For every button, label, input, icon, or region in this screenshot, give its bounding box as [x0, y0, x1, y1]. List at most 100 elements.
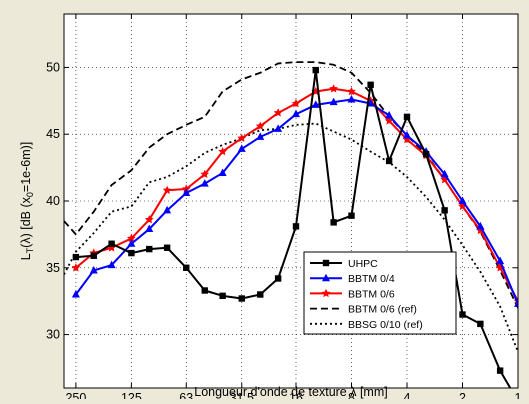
data-point — [182, 188, 191, 196]
y-axis-label-sub1: T — [25, 247, 35, 253]
x-axis-label: Longueur d'onde de texture λ [mm] — [194, 385, 387, 399]
y-tick-label: 35 — [46, 261, 60, 275]
data-point — [458, 201, 467, 211]
data-point — [422, 151, 430, 158]
data-point — [459, 311, 466, 318]
data-point — [458, 196, 467, 204]
data-point — [256, 132, 265, 140]
data-point — [385, 157, 393, 165]
data-point — [330, 219, 337, 226]
legend-item: BBTM 0/6 — [310, 288, 395, 300]
data-point — [163, 205, 172, 214]
legend-item: BBSG 0/10 (ref) — [310, 319, 423, 331]
data-point — [163, 244, 171, 251]
data-point — [385, 111, 394, 119]
data-point — [402, 134, 412, 144]
legend-item: UHPC — [310, 258, 378, 270]
legend: UHPC BBTM 0/4 BBTM 0/6 BBTM 0/6 (ref) BBSG 0… — [303, 251, 457, 335]
data-point — [71, 263, 81, 272]
data-point — [72, 253, 80, 261]
data-point — [89, 265, 98, 274]
data-point — [255, 121, 265, 130]
data-point — [440, 175, 450, 184]
data-point — [274, 275, 282, 282]
series-line — [64, 122, 518, 353]
data-point — [273, 108, 283, 117]
data-point — [200, 169, 210, 179]
legend-label: BBTM 0/6 (ref) — [348, 304, 417, 316]
data-point — [496, 256, 505, 265]
data-point — [90, 252, 97, 259]
data-point — [274, 124, 283, 132]
y-axis-label-main: L — [19, 253, 33, 260]
data-point — [127, 233, 136, 243]
data-point — [238, 295, 245, 302]
data-point — [476, 221, 485, 230]
data-point — [477, 320, 484, 328]
x-tick-label: 125 — [121, 391, 142, 399]
data-point — [237, 144, 246, 152]
data-point — [347, 86, 356, 96]
data-point — [257, 291, 264, 298]
data-point — [348, 212, 355, 219]
data-point — [219, 292, 226, 300]
series-uhpc — [72, 66, 512, 388]
data-point — [127, 239, 136, 247]
data-point — [128, 249, 135, 257]
data-point — [514, 299, 518, 307]
series-layer — [64, 61, 518, 388]
data-point — [201, 287, 208, 294]
data-point — [291, 98, 301, 108]
y-axis-label: LT(λ) [dB (x0=1e-6m)] — [19, 142, 35, 261]
y-tick-label: 30 — [46, 328, 60, 342]
data-point — [402, 131, 411, 139]
legend-label: BBTM 0/4 — [348, 273, 395, 285]
data-point — [218, 168, 227, 176]
y-tick-label: 45 — [46, 127, 60, 141]
data-point — [218, 146, 227, 156]
data-point — [291, 109, 300, 118]
y-axis-label-end: =1e-6m)] — [19, 142, 33, 192]
data-point — [183, 264, 190, 271]
legend-item: BBTM 0/4 — [310, 273, 395, 285]
x-tick-label: 8 — [348, 391, 355, 399]
data-point — [145, 224, 154, 233]
y-tick-label: 50 — [46, 60, 60, 74]
y-axis-label-sub2: 0 — [25, 192, 35, 197]
data-point — [321, 288, 331, 298]
y-tick-label: 40 — [46, 194, 60, 208]
data-point — [322, 273, 330, 282]
data-point — [496, 367, 504, 374]
x-tick-label: 1 — [515, 391, 522, 399]
data-point — [162, 185, 172, 195]
data-point — [71, 290, 80, 298]
data-point — [403, 113, 411, 121]
data-point — [292, 223, 300, 230]
x-tick-label: 63 — [179, 391, 193, 399]
data-point — [107, 260, 116, 269]
data-point — [329, 84, 338, 93]
legend-label: UHPC — [348, 258, 378, 270]
data-point — [347, 94, 356, 103]
legend-label: BBSG 0/10 (ref) — [348, 319, 423, 331]
series-bbsg-0-10-ref- — [64, 122, 518, 353]
data-point — [329, 97, 338, 106]
data-point — [384, 116, 394, 125]
data-point — [322, 259, 330, 267]
data-point — [367, 81, 374, 88]
data-point — [495, 263, 505, 272]
data-point — [441, 207, 448, 214]
x-tick-label: 2 — [459, 391, 466, 399]
x-tick-label: 250 — [65, 391, 86, 399]
legend-item: BBTM 0/6 (ref) — [310, 304, 417, 316]
data-point — [144, 215, 154, 224]
legend-label: BBTM 0/6 — [348, 288, 395, 300]
data-point — [200, 179, 209, 187]
data-point — [108, 240, 115, 247]
y-axis-label-mid: (λ) [dB (x — [19, 196, 33, 247]
data-point — [146, 245, 153, 253]
data-point — [311, 100, 320, 108]
data-point — [107, 243, 116, 252]
